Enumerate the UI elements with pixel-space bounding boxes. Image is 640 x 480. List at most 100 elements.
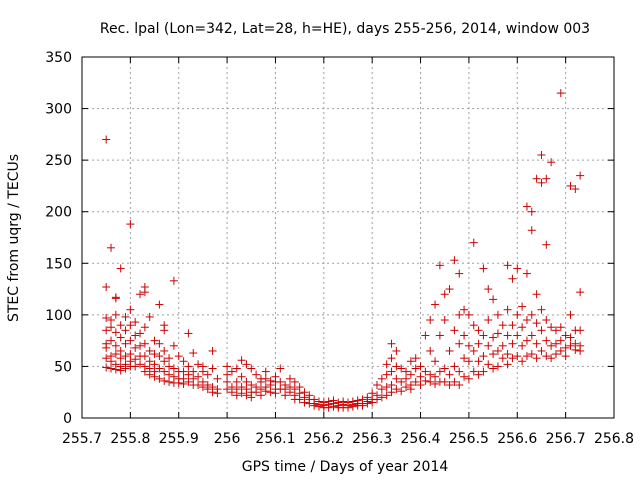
data-point bbox=[498, 341, 507, 350]
data-point bbox=[450, 326, 459, 335]
y-tick-label: 200 bbox=[45, 205, 72, 221]
data-point bbox=[126, 321, 135, 330]
data-point bbox=[556, 89, 565, 98]
data-point bbox=[290, 377, 299, 386]
data-point bbox=[247, 380, 256, 389]
data-point bbox=[421, 367, 430, 376]
y-tick-labels: 0 50 100 150 200 250 300 350 bbox=[45, 50, 72, 427]
data-point bbox=[493, 310, 502, 319]
data-point bbox=[174, 352, 183, 361]
data-point bbox=[469, 367, 478, 376]
data-point bbox=[542, 240, 551, 249]
data-point bbox=[111, 294, 120, 303]
data-point bbox=[102, 283, 111, 292]
data-point bbox=[411, 377, 420, 386]
data-point bbox=[561, 331, 570, 340]
data-point bbox=[271, 389, 280, 398]
data-point bbox=[140, 352, 149, 361]
data-point bbox=[474, 339, 483, 348]
data-point bbox=[387, 354, 396, 363]
data-point bbox=[455, 380, 464, 389]
data-point bbox=[392, 385, 401, 394]
data-point bbox=[493, 362, 502, 371]
data-point bbox=[479, 352, 488, 361]
data-point bbox=[377, 385, 386, 394]
data-point bbox=[213, 374, 222, 383]
data-point bbox=[150, 350, 159, 359]
data-point bbox=[237, 389, 246, 398]
data-point bbox=[416, 372, 425, 381]
data-point bbox=[155, 374, 164, 383]
data-point bbox=[382, 383, 391, 392]
data-point bbox=[107, 316, 116, 325]
data-point bbox=[131, 355, 140, 364]
data-point bbox=[329, 402, 338, 411]
data-point bbox=[107, 323, 116, 332]
data-point bbox=[397, 387, 406, 396]
data-point bbox=[474, 370, 483, 379]
data-point bbox=[266, 380, 275, 389]
data-point bbox=[479, 331, 488, 340]
data-point bbox=[102, 354, 111, 363]
x-axis-label: GPS time / Days of year 2014 bbox=[242, 459, 449, 475]
data-point bbox=[537, 178, 546, 187]
data-point bbox=[527, 350, 536, 359]
data-point bbox=[136, 329, 145, 338]
data-point bbox=[387, 367, 396, 376]
data-point bbox=[237, 372, 246, 381]
data-point bbox=[107, 243, 116, 252]
data-point bbox=[532, 339, 541, 348]
data-point bbox=[527, 226, 536, 235]
data-point bbox=[431, 357, 440, 366]
data-points bbox=[102, 89, 585, 412]
data-point bbox=[107, 336, 116, 345]
x-tick-labels: 255.7 255.8 255.9 256 256.1 256.2 256.3 256.4 25… bbox=[62, 431, 634, 447]
data-point bbox=[547, 158, 556, 167]
x-tick-label: 255.9 bbox=[159, 431, 199, 447]
data-point bbox=[165, 377, 174, 386]
data-point bbox=[518, 323, 527, 332]
data-point bbox=[576, 171, 585, 180]
data-point bbox=[445, 380, 454, 389]
data-point bbox=[223, 385, 232, 394]
data-point bbox=[416, 362, 425, 371]
data-point bbox=[489, 350, 498, 359]
data-point bbox=[440, 316, 449, 325]
data-point bbox=[426, 377, 435, 386]
data-point bbox=[556, 346, 565, 355]
data-point bbox=[377, 374, 386, 383]
data-point bbox=[460, 305, 469, 314]
data-point bbox=[566, 333, 575, 342]
data-point bbox=[469, 346, 478, 355]
data-point bbox=[566, 181, 575, 190]
data-point bbox=[450, 256, 459, 265]
data-point bbox=[252, 388, 261, 397]
data-point bbox=[498, 354, 507, 363]
data-point bbox=[426, 316, 435, 325]
data-point bbox=[276, 377, 285, 386]
data-point bbox=[421, 376, 430, 385]
data-point bbox=[121, 339, 130, 348]
data-point bbox=[479, 367, 488, 376]
data-point bbox=[300, 398, 309, 407]
data-point bbox=[498, 321, 507, 330]
data-point bbox=[102, 135, 111, 144]
data-point bbox=[116, 366, 125, 375]
data-point bbox=[232, 377, 241, 386]
data-point bbox=[464, 357, 473, 366]
data-point bbox=[145, 312, 154, 321]
plot-frame bbox=[81, 56, 615, 419]
data-point bbox=[111, 310, 120, 319]
data-point bbox=[397, 377, 406, 386]
data-point bbox=[387, 339, 396, 348]
data-point bbox=[522, 336, 531, 345]
data-point bbox=[489, 333, 498, 342]
y-tick-label: 300 bbox=[45, 102, 72, 118]
data-point bbox=[522, 316, 531, 325]
data-point bbox=[140, 367, 149, 376]
data-point bbox=[387, 388, 396, 397]
data-point bbox=[165, 354, 174, 363]
data-point bbox=[508, 339, 517, 348]
data-point bbox=[155, 352, 164, 361]
data-point bbox=[455, 269, 464, 278]
